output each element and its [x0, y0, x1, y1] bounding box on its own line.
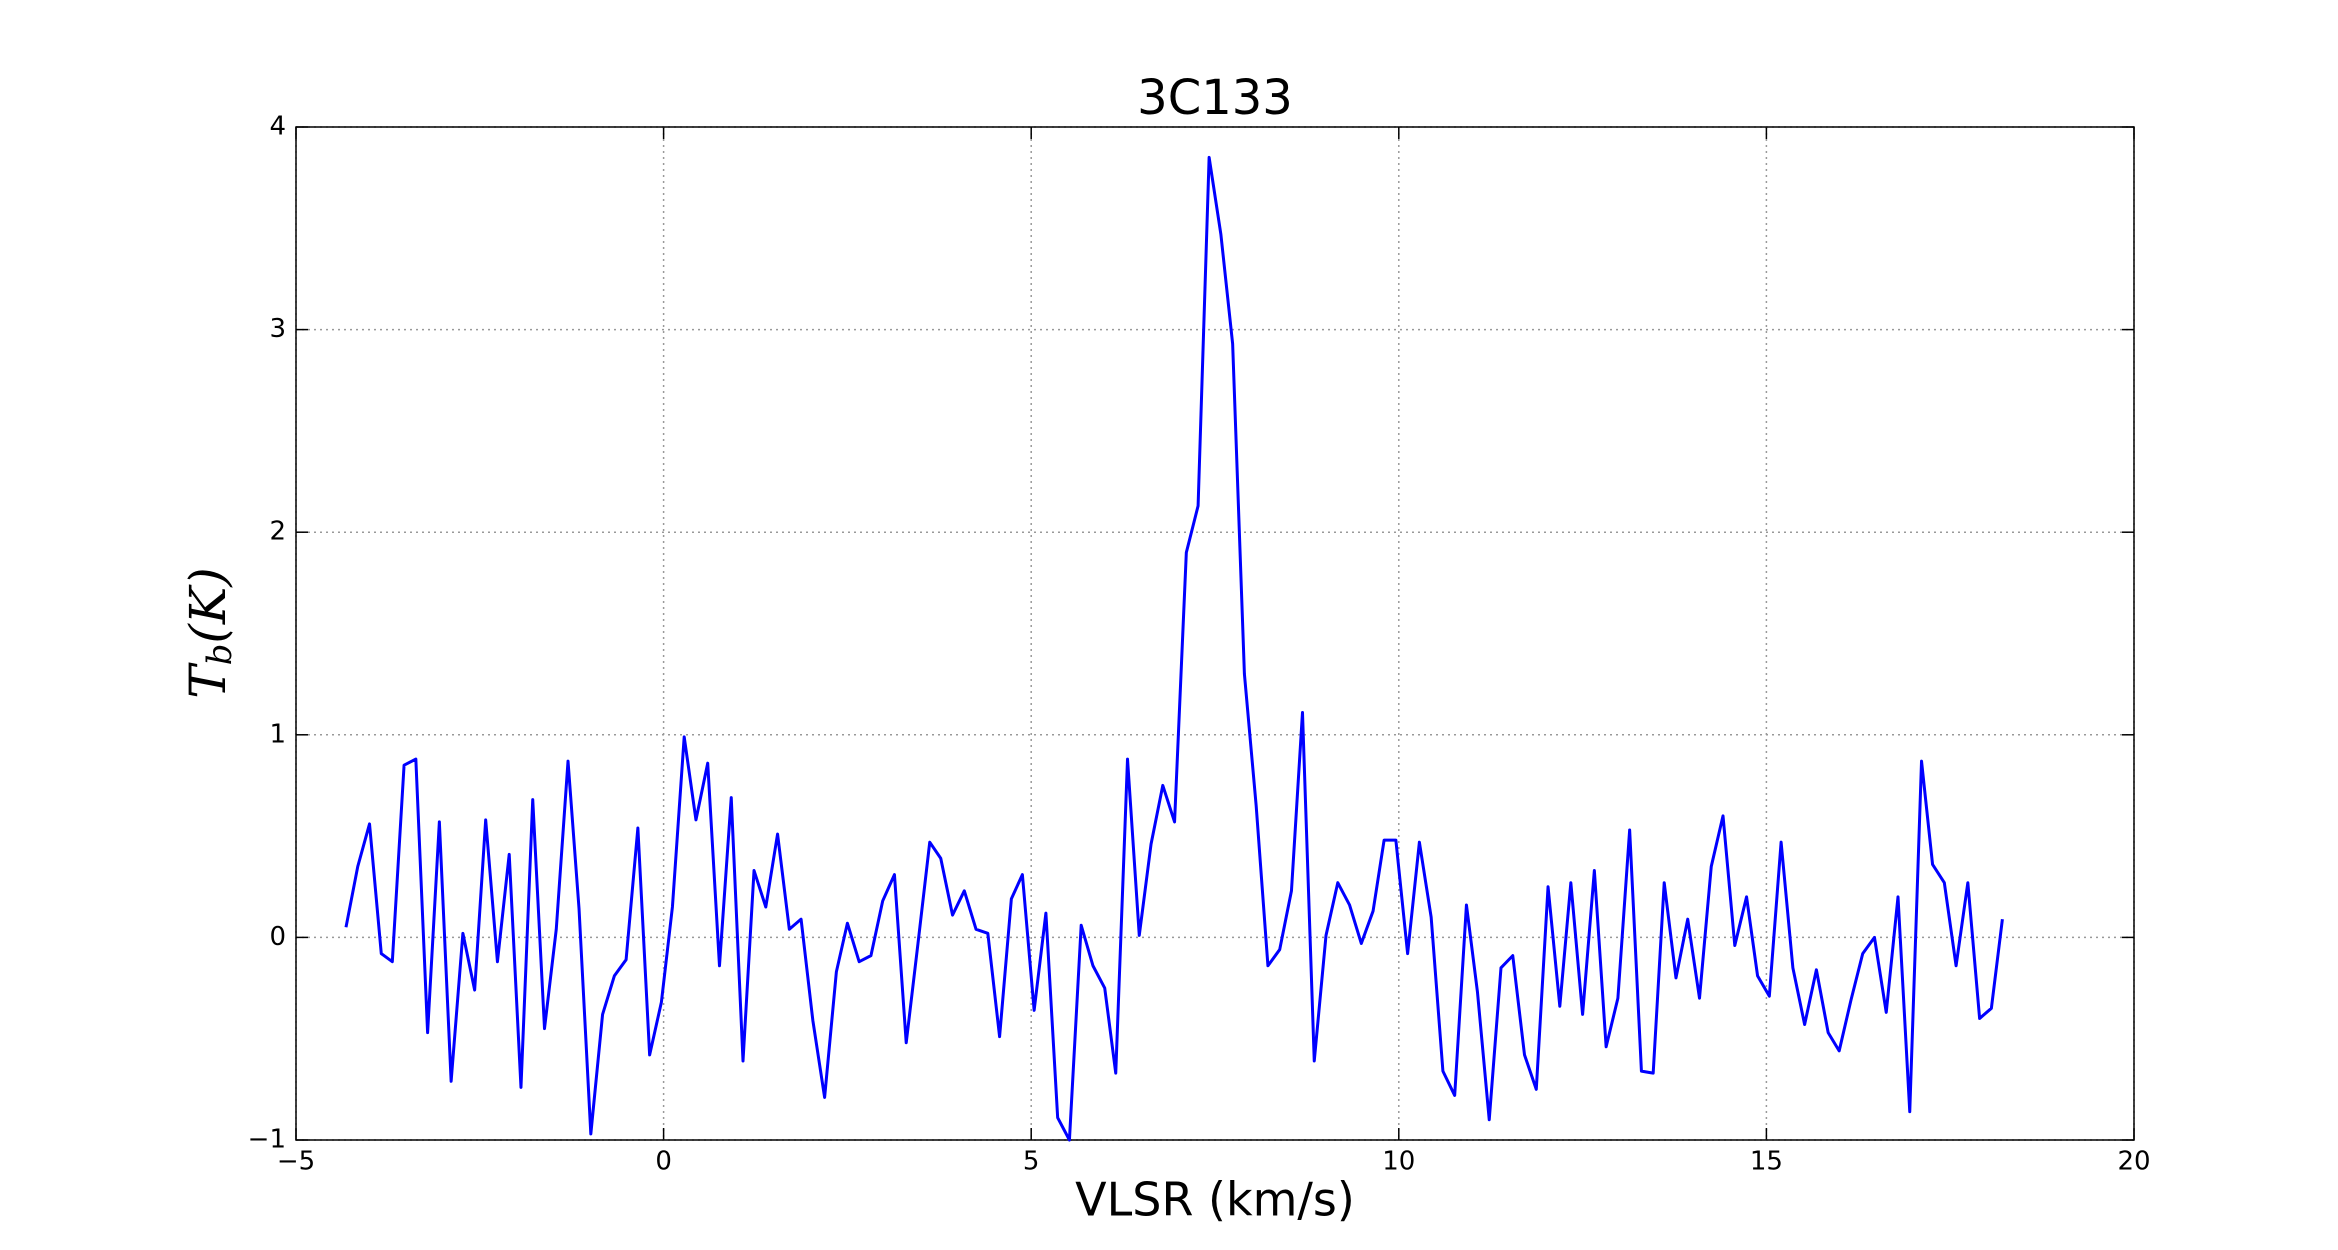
y-axis-label: Tb(K) — [179, 567, 240, 699]
y-tick-label: 2 — [269, 517, 286, 547]
x-tick-label: 20 — [2117, 1147, 2150, 1177]
plot-frame — [295, 126, 2135, 1141]
data-line — [344, 155, 2004, 1142]
y-tick-label: 1 — [269, 719, 286, 749]
x-tick-label: 10 — [1382, 1147, 1415, 1177]
y-tick-label: −1 — [248, 1125, 286, 1155]
x-tick-label: 5 — [1023, 1147, 1040, 1177]
x-tick-label: 0 — [655, 1147, 672, 1177]
y-tick-label: 4 — [269, 112, 286, 142]
x-axis-label: VLSR (km/s) — [1075, 1173, 1355, 1227]
chart-title: 3C133 — [1137, 70, 1293, 126]
y-tick-label: 3 — [269, 314, 286, 344]
y-tick-label: 0 — [269, 922, 286, 952]
x-tick-label: 15 — [1750, 1147, 1783, 1177]
x-tick-label: −5 — [277, 1147, 315, 1177]
